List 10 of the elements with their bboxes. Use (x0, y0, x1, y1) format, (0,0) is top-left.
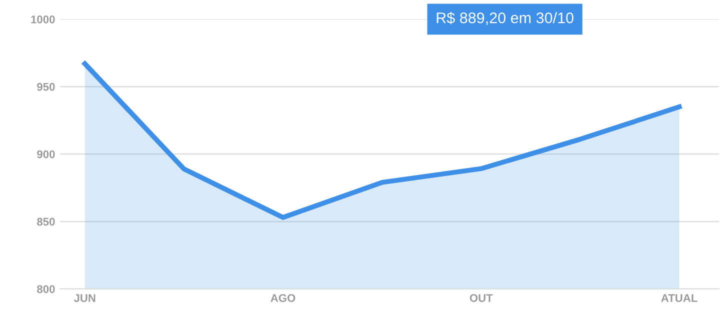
x-tick-label: OUT (470, 294, 493, 302)
y-tick-label: 850 (37, 218, 55, 226)
x-tick-label: JUN (74, 294, 96, 302)
y-tick-label: 800 (37, 285, 55, 294)
y-tick-label: 1000 (31, 15, 55, 24)
x-tick-label: AGO (270, 294, 296, 302)
y-tick-label: 900 (37, 150, 55, 158)
annotation: R$ 889,20 em 30/10 (436, 12, 574, 26)
y-tick-label: 950 (37, 82, 55, 91)
x-tick-label: ATUAL (661, 294, 698, 302)
